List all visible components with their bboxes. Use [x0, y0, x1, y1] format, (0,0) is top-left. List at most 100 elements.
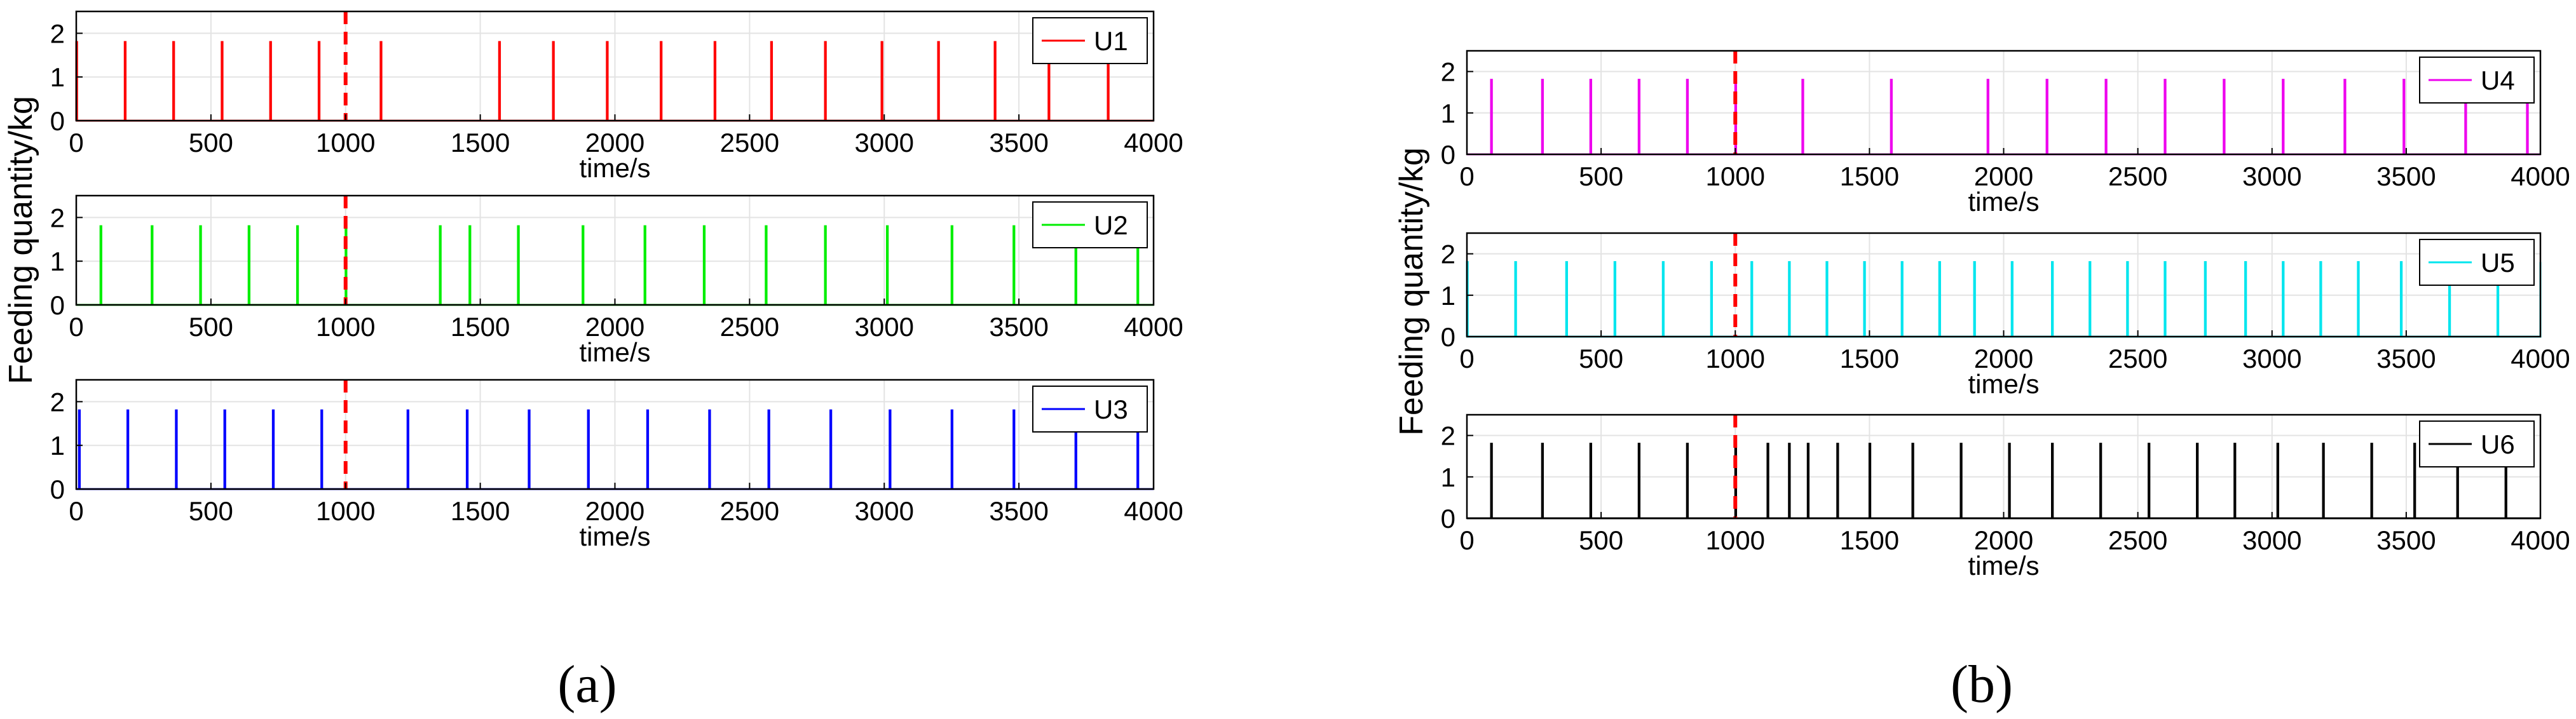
y-tick-label: 2	[1441, 57, 1455, 87]
y-tick-label: 2	[50, 203, 65, 232]
legend-u6: U6	[2419, 420, 2535, 467]
x-tick-label: 4000	[1124, 496, 1183, 526]
x-tick-label: 1000	[1706, 525, 1765, 555]
x-tick-label: 3500	[989, 496, 1048, 526]
x-tick-label: 2000	[1974, 161, 2033, 191]
y-axis-label-b: Feeding quantity/kg	[1393, 147, 1430, 436]
x-axis-label: time/s	[579, 153, 650, 183]
legend-label: U1	[1094, 26, 1128, 56]
x-tick-label: 3500	[2376, 525, 2436, 555]
x-tick-label: 0	[1459, 344, 1474, 373]
x-axis-label: time/s	[579, 337, 650, 367]
panel-label-b: (b)	[1951, 655, 2013, 714]
x-tick-label: 2500	[2108, 344, 2167, 373]
x-tick-label: 500	[189, 496, 233, 526]
grid-lines	[1467, 233, 2540, 337]
x-tick-label: 500	[1579, 161, 1623, 191]
x-tick-label: 1000	[1706, 344, 1765, 373]
x-tick-label: 3000	[2242, 344, 2301, 373]
y-tick-label: 2	[50, 18, 65, 48]
x-tick-label: 1000	[316, 128, 375, 158]
y-tick-label: 0	[1441, 140, 1455, 170]
y-tick-label: 2	[1441, 239, 1455, 269]
x-tick-label: 500	[189, 312, 233, 342]
x-tick-label: 2500	[2108, 525, 2167, 555]
x-tick-label: 1500	[1840, 525, 1899, 555]
subplot-u5: 0 500 1000 1500 2000 2500 3000 3500 4000 0 1 2 time/…	[1441, 232, 2570, 399]
x-tick-label: 4000	[1124, 128, 1183, 158]
x-axis-label: time/s	[1968, 369, 2039, 399]
subplots: 0 500 1000 1500 2000 2500 3000 3500 4000012time/…	[50, 10, 2570, 581]
x-tick-label: 3000	[855, 128, 914, 158]
x-tick-label: 3500	[2376, 344, 2436, 373]
x-tick-label: 2500	[720, 312, 779, 342]
grid-lines	[1467, 51, 2540, 154]
x-axis-label: time/s	[579, 521, 650, 551]
y-tick-label: 0	[50, 106, 65, 136]
y-tick-label: 1	[50, 62, 65, 92]
x-tick-label: 3000	[2242, 161, 2301, 191]
legend-u4: U4	[2419, 57, 2535, 104]
x-tick-label: 0	[69, 128, 83, 158]
x-tick-label: 500	[1579, 344, 1623, 373]
x-tick-label: 3000	[855, 496, 914, 526]
legend-u2: U2	[1032, 201, 1148, 248]
x-tick-label: 2000	[1974, 525, 2033, 555]
x-tick-label: 0	[69, 496, 83, 526]
x-tick-label: 2500	[2108, 161, 2167, 191]
x-tick-label: 1500	[451, 496, 510, 526]
legend-u1: U1	[1032, 17, 1148, 64]
subplot-u1: 0 500 1000 1500 2000 2500 3000 3500 4000 0 1 2 time/…	[50, 10, 1183, 183]
y-axis-label-a: Feeding quantity/kg	[3, 96, 39, 384]
subplot-u3: 0 500 1000 1500 2000 2500 3000 3500 4000 0 1 2 time/…	[50, 379, 1183, 551]
legend-u5: U5	[2419, 239, 2535, 286]
x-tick-label: 1500	[451, 312, 510, 342]
x-tick-label: 1500	[451, 128, 510, 158]
grid-lines	[1467, 415, 2540, 518]
x-tick-label: 1000	[316, 496, 375, 526]
y-tick-label: 2	[50, 387, 65, 417]
x-tick-label: 2500	[720, 128, 779, 158]
x-tick-label: 4000	[2511, 161, 2570, 191]
y-tick-label: 1	[1441, 462, 1455, 492]
x-tick-label: 1000	[316, 312, 375, 342]
x-axis-label: time/s	[1968, 187, 2039, 217]
legend-u3: U3	[1032, 386, 1148, 433]
x-tick-label: 3500	[989, 312, 1048, 342]
legend-label: U3	[1094, 394, 1128, 424]
panel-label-a: (a)	[557, 655, 617, 714]
x-tick-label: 3500	[2376, 161, 2436, 191]
x-tick-label: 4000	[2511, 525, 2570, 555]
legend-label: U6	[2481, 429, 2515, 459]
x-tick-label: 0	[1459, 161, 1474, 191]
legend-label: U2	[1094, 210, 1128, 240]
x-tick-label: 1500	[1840, 344, 1899, 373]
x-tick-label: 4000	[2511, 344, 2570, 373]
x-tick-label: 2000	[585, 312, 644, 342]
series-line-u5	[1466, 261, 2542, 338]
legend-label: U5	[2481, 248, 2515, 278]
x-tick-label: 1000	[1706, 161, 1765, 191]
x-tick-label: 4000	[1124, 312, 1183, 342]
x-tick-label: 3500	[989, 128, 1048, 158]
legend-label: U4	[2481, 65, 2515, 95]
x-tick-label: 3000	[855, 312, 914, 342]
grid-lines	[76, 380, 1154, 489]
x-tick-label: 2500	[720, 496, 779, 526]
y-tick-label: 2	[1441, 421, 1455, 451]
y-tick-label: 1	[50, 431, 65, 460]
grid-lines	[76, 196, 1154, 305]
x-tick-label: 0	[1459, 525, 1474, 555]
y-tick-label: 0	[50, 474, 65, 504]
subplot-u4: 0 500 1000 1500 2000 2500 3000 3500 4000 0 1 2 time/…	[1441, 50, 2570, 217]
x-tick-label: 500	[1579, 525, 1623, 555]
x-tick-label: 2000	[1974, 344, 2033, 373]
x-tick-label: 0	[69, 312, 83, 342]
x-tick-label: 2000	[585, 496, 644, 526]
subplot-u6: 0 500 1000 1500 2000 2500 3000 3500 4000 0 1 2 time/…	[1441, 413, 2570, 581]
y-tick-label: 1	[1441, 98, 1455, 128]
y-tick-label: 0	[1441, 322, 1455, 352]
y-tick-label: 1	[50, 246, 65, 276]
y-tick-label: 1	[1441, 281, 1455, 311]
